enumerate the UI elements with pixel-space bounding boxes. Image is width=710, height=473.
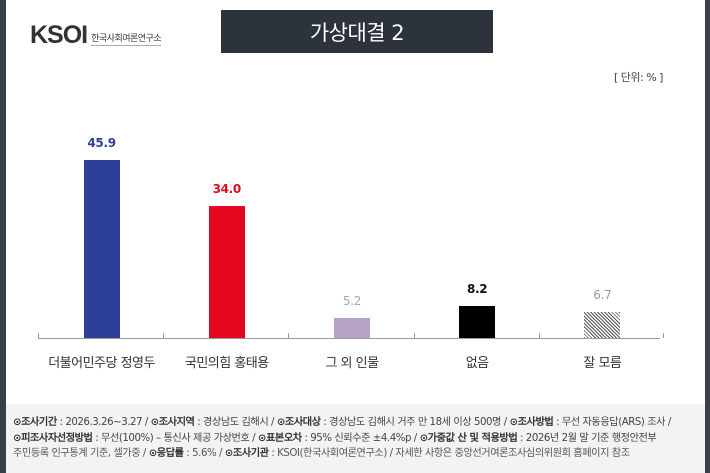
category-label: 더불어민주당 정영두 <box>48 356 155 371</box>
frame-right-border <box>705 0 710 473</box>
footnote-line-3: 주민등록 인구통계 기준, 셀가중 / ⊙응답률 : 5.6% / ⊙조사기관 … <box>13 446 705 462</box>
bar-4 <box>584 312 621 338</box>
weight-label: ⊙가중값 산 및 적용방법 <box>419 432 518 444</box>
method-label: ⊙조사방법 <box>509 417 554 428</box>
x-axis-tick <box>288 333 290 338</box>
ksoi-logo: KSOI 한국사회여론연구소 <box>30 20 162 50</box>
category-label: 없음 <box>465 356 489 371</box>
x-axis-tick <box>663 333 664 338</box>
x-axis-tick <box>538 333 540 338</box>
weight-value-cont: 주민등록 인구통계 기준, 셀가중 / <box>13 448 149 459</box>
chart-title: 가상대결 2 <box>221 10 493 53</box>
period-value: : 2026.3.26~3.27 / <box>56 417 151 428</box>
org-value: : KSOI(한국사회여론연구소) <box>268 448 390 459</box>
weight-value: : 2026년 2월 말 기준 행정안전부 <box>517 432 657 444</box>
x-axis-tick <box>413 333 415 338</box>
survey-footnote: ⊙조사기간 : 2026.3.26~3.27 / ⊙조사지역 : 경상남도 김해… <box>6 404 705 473</box>
x-axis-line <box>38 338 660 339</box>
bar-1 <box>208 206 245 338</box>
category-label: 그 외 인물 <box>325 356 379 371</box>
target-value: : 경상남도 김해시 거주 만 18세 이상 500명 / <box>320 417 510 428</box>
x-axis-tick <box>38 333 39 338</box>
logo-mark-text: KSOI <box>30 20 88 49</box>
footnote-line-1: ⊙조사기간 : 2026.3.26~3.27 / ⊙조사지역 : 경상남도 김해… <box>13 415 705 431</box>
notice-text: / 자세한 사항은 중앙선거여론조사심의위원회 홈페이지 참조 <box>389 448 630 459</box>
period-label: ⊙조사기간 <box>13 417 57 428</box>
category-label: 국민의힘 홍태용 <box>184 356 269 371</box>
logo-mark: KSOI <box>30 20 88 49</box>
bar-0 <box>83 159 120 338</box>
region-label: ⊙조사지역 <box>150 417 195 428</box>
bar-2 <box>334 317 370 338</box>
response-label: ⊙응답률 <box>148 448 184 459</box>
footnote-line-2: ⊙피조사자선정방법 : 무선(100%) – 통신사 제공 가상번호 / ⊙표본… <box>13 431 705 447</box>
bar-value-label: 34.0 <box>212 182 242 197</box>
x-axis-tick <box>163 333 165 338</box>
bar-value-label: 8.2 <box>467 282 488 297</box>
region-value: : 경상남도 김해시 / <box>194 417 277 428</box>
bar-value-label: 45.9 <box>87 135 116 150</box>
unit-label: [ 단위: % ] <box>614 71 663 84</box>
frame-left-border <box>0 0 6 473</box>
bar-value-label: 5.2 <box>342 293 362 308</box>
method-value: : 무선 자동응답(ARS) 조사 / <box>553 417 671 428</box>
category-label: 잘 모름 <box>583 356 622 371</box>
target-label: ⊙조사대상 <box>276 417 321 428</box>
sampling-label: ⊙피조사자선정방법 <box>13 432 93 444</box>
chart-title-text: 가상대결 2 <box>309 20 405 45</box>
sampling-value: : 무선(100%) – 통신사 제공 가상번호 / <box>92 432 258 444</box>
bar-value-label: 6.7 <box>593 288 612 302</box>
error-value: : 95% 신뢰수준 ±4.4%p / <box>301 432 420 444</box>
response-value: : 5.6% / <box>183 448 225 459</box>
logo-org-name: 한국사회여론연구소 <box>91 31 162 46</box>
error-label: ⊙표본오차 <box>257 432 302 444</box>
org-label: ⊙조사기관 <box>224 448 269 459</box>
bar-3 <box>459 306 496 338</box>
